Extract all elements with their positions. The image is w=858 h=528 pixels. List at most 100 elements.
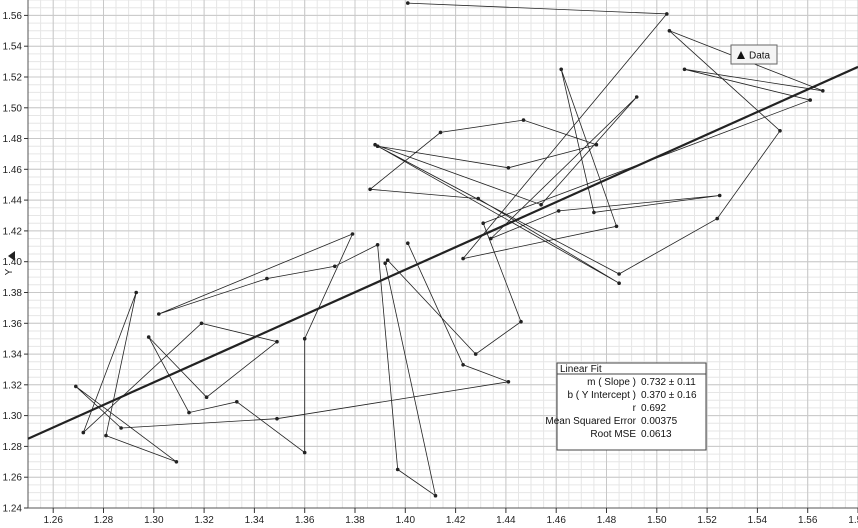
x-tick-label: 1.54 — [748, 515, 768, 526]
data-point — [715, 216, 719, 221]
linear-fit-table: Linear Fit m ( Slope ) 0.732 ± 0.11 b ( … — [545, 362, 707, 451]
data-point — [489, 236, 493, 241]
y-axis-title-group[interactable]: Y — [4, 251, 15, 275]
x-axis-ticks: 1.26 1.28 1.30 1.32 1.34 1.36 1.38 1.40 1.42 1.44… — [43, 508, 858, 526]
data-point — [375, 243, 380, 247]
fit-row-value: 0.00375 — [641, 416, 678, 427]
data-point — [461, 363, 465, 367]
data-point — [81, 430, 86, 435]
data-point — [476, 196, 481, 201]
data-point — [521, 118, 526, 122]
axes — [27, 0, 858, 509]
x-tick-label: 1.30 — [144, 515, 164, 526]
y-tick-label: 1.40 — [3, 257, 23, 268]
x-tick-label: 1.44 — [496, 515, 516, 526]
data-point — [146, 335, 151, 339]
data-point — [665, 12, 669, 16]
fit-row-value: 0.732 ± 0.11 — [641, 377, 696, 388]
data-point — [235, 400, 239, 404]
data-point — [473, 352, 478, 356]
data-point — [187, 410, 191, 415]
fit-table-title: Linear Fit — [560, 364, 602, 375]
data-point — [174, 460, 179, 464]
y-tick-label: 1.48 — [3, 134, 23, 145]
x-tick-label: 1.52 — [697, 515, 717, 526]
fit-line — [27, 65, 858, 440]
y-tick-label: 1.50 — [3, 103, 23, 114]
x-tick-label: 1.36 — [295, 515, 315, 526]
data-point — [682, 67, 687, 72]
data-point — [368, 187, 372, 192]
data-point — [808, 98, 812, 102]
data-point — [556, 209, 561, 213]
fit-row-value: 0.0613 — [641, 429, 672, 440]
data-point — [438, 130, 443, 135]
y-tick-label: 1.34 — [3, 350, 23, 361]
fit-row-value: 0.370 ± 0.16 — [641, 390, 697, 401]
y-tick-label: 1.56 — [3, 11, 23, 22]
x-tick-label: 1.32 — [194, 515, 214, 526]
x-tick-label: 1.48 — [597, 515, 617, 526]
y-tick-label: 1.26 — [3, 473, 23, 484]
y-tick-label: 1.52 — [3, 73, 23, 84]
x-tick-label: 1.50 — [647, 515, 667, 526]
data-point — [275, 416, 279, 421]
data-point — [592, 210, 596, 215]
data-point — [634, 95, 639, 99]
triangle-left-icon[interactable] — [8, 251, 15, 261]
x-tick-label: 1.56 — [798, 515, 818, 526]
fit-row-label: Root MSE — [590, 429, 636, 440]
data-point — [667, 29, 672, 33]
data-point — [302, 336, 307, 341]
data-point — [406, 241, 410, 245]
legend-label: Data — [749, 51, 771, 62]
data-point — [395, 467, 400, 472]
data-point — [74, 384, 78, 389]
fit-row-label: Mean Squared Error — [545, 416, 636, 427]
data-point — [333, 264, 337, 269]
fit-table-box — [556, 362, 707, 451]
data-point — [134, 290, 138, 295]
data-point — [406, 1, 410, 5]
y-tick-label: 1.42 — [3, 226, 23, 237]
data-series-points — [74, 1, 825, 498]
grid-minor — [27, 0, 858, 509]
data-point — [617, 281, 621, 286]
data-point — [265, 276, 269, 281]
fit-row-value: 0.692 — [641, 403, 666, 414]
data-point — [461, 256, 465, 261]
data-point — [617, 272, 621, 276]
fit-row-label: b ( Y Intercept ) — [567, 390, 636, 401]
data-point — [519, 319, 523, 324]
data-point — [385, 258, 390, 263]
data-point — [119, 426, 123, 430]
fit-row-label: r — [633, 403, 637, 414]
data-point — [350, 232, 355, 236]
fit-row-label: m ( Slope ) — [587, 377, 636, 388]
x-tick-label: 1.34 — [245, 515, 265, 526]
x-tick-label: 1.38 — [345, 515, 365, 526]
data-point — [821, 89, 825, 93]
x-tick-label: 1.46 — [546, 515, 566, 526]
data-point — [506, 166, 511, 170]
x-tick-label: 1.40 — [396, 515, 416, 526]
data-point — [778, 129, 782, 133]
linear-fit-line — [27, 65, 858, 440]
data-point — [383, 261, 388, 266]
data-point — [204, 395, 209, 400]
data-point — [559, 67, 563, 72]
legend[interactable]: Data — [730, 44, 778, 65]
data-point — [375, 144, 380, 148]
data-point — [275, 339, 279, 344]
y-tick-label: 1.38 — [3, 288, 23, 299]
x-tick-label: 1.26 — [43, 515, 63, 526]
data-point — [302, 450, 307, 455]
y-axis-title: Y — [4, 268, 15, 275]
data-point — [506, 380, 511, 384]
y-tick-label: 1.54 — [3, 42, 23, 53]
x-tick-label: 1.42 — [446, 515, 466, 526]
legend-box[interactable] — [730, 44, 778, 65]
y-tick-label: 1.32 — [3, 380, 23, 391]
